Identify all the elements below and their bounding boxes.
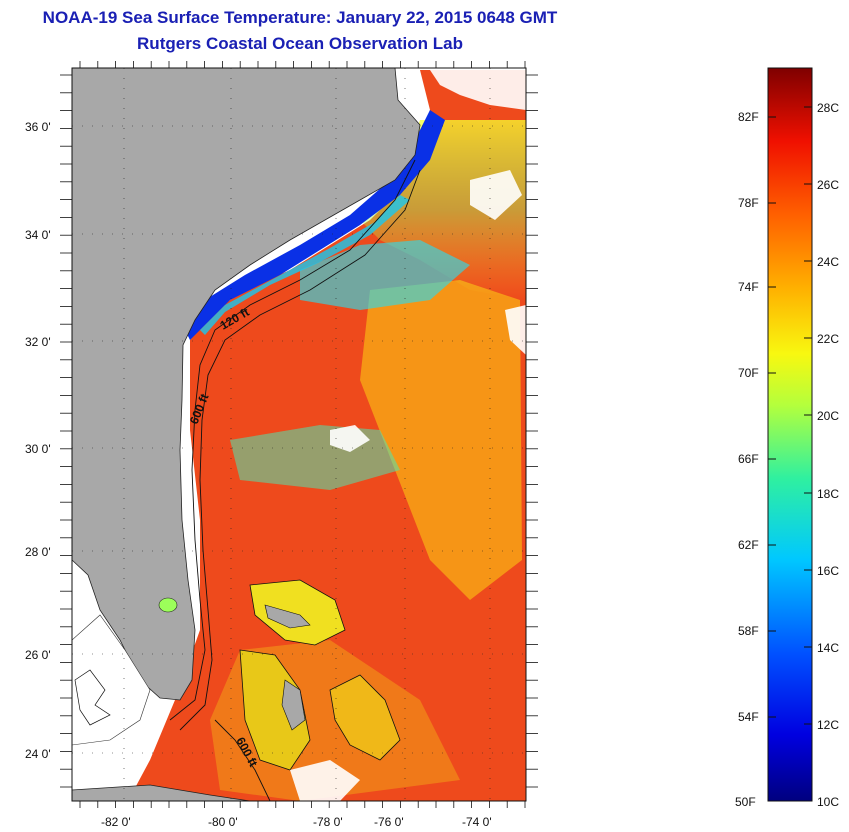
contour-120ft bbox=[169, 159, 416, 721]
ocean-orange-zone bbox=[360, 280, 522, 600]
contour-everglades bbox=[74, 669, 111, 726]
coastal-cyan-strip bbox=[200, 195, 410, 335]
lon-label: -82 0' bbox=[101, 815, 131, 829]
colorbar-label-f: 66F bbox=[738, 452, 759, 466]
colorbar-label-c: 20C bbox=[817, 409, 839, 423]
lat-label: 32 0' bbox=[25, 335, 51, 349]
colorbar-label-c: 16C bbox=[817, 564, 839, 578]
colorbar bbox=[767, 67, 813, 802]
colorbar-label-c: 14C bbox=[817, 641, 839, 655]
colorbar-label-f: 50F bbox=[735, 795, 756, 809]
colorbar-label-f: 54F bbox=[738, 710, 759, 724]
colorbar-label-f: 70F bbox=[738, 366, 759, 380]
lon-label: -78 0' bbox=[313, 815, 343, 829]
lat-label: 30 0' bbox=[25, 442, 51, 456]
coastal-cold-strip bbox=[185, 110, 445, 340]
bahamas-island-grand bbox=[264, 604, 311, 629]
lat-label: 28 0' bbox=[25, 545, 51, 559]
land-cuba bbox=[72, 784, 251, 801]
colorbar-ticks bbox=[768, 106, 812, 725]
colorbar-label-c: 26C bbox=[817, 178, 839, 192]
colorbar-label-c: 12C bbox=[817, 718, 839, 732]
map-frame bbox=[71, 67, 527, 802]
cloud-gaps bbox=[290, 70, 526, 801]
lon-label: -76 0' bbox=[374, 815, 404, 829]
bahamas-bank-east bbox=[329, 674, 401, 761]
everglades-no-data bbox=[72, 614, 151, 746]
colorbar-label-f: 62F bbox=[738, 538, 759, 552]
colorbar-label-f: 82F bbox=[738, 110, 759, 124]
contour-600ft-south bbox=[214, 719, 271, 801]
map-panel bbox=[72, 68, 526, 801]
bahamas-bank-great bbox=[239, 649, 311, 771]
latitude-labels: 36 0' 34 0' 32 0' 30 0' 28 0' 26 0' 24 0… bbox=[25, 120, 51, 761]
subtitle-line: Rutgers Coastal Ocean Observation Lab bbox=[137, 34, 463, 53]
title-line: NOAA-19 Sea Surface Temperature: January… bbox=[42, 8, 558, 27]
colorbar-label-c: 22C bbox=[817, 332, 839, 346]
longitude-labels: -82 0' -80 0' -78 0' -76 0' -74 0' bbox=[101, 815, 492, 829]
map-title: NOAA-19 Sea Surface Temperature: January… bbox=[0, 8, 600, 54]
colorbar-fahrenheit-labels: 82F 78F 74F 70F 66F 62F 58F 54F 50F bbox=[735, 110, 759, 809]
lat-label: 36 0' bbox=[25, 120, 51, 134]
ocean-cyan-patch bbox=[300, 240, 470, 310]
lon-label: -74 0' bbox=[462, 815, 492, 829]
colorbar-label-c: 28C bbox=[817, 101, 839, 115]
bahamas-island-andros bbox=[281, 679, 306, 731]
graticule bbox=[60, 61, 538, 808]
lat-label: 26 0' bbox=[25, 648, 51, 662]
colorbar-label-f: 74F bbox=[738, 280, 759, 294]
colorbar-label-f: 58F bbox=[738, 624, 759, 638]
lat-label: 34 0' bbox=[25, 228, 51, 242]
ocean-cool-band bbox=[360, 120, 526, 300]
colorbar-label-c: 24C bbox=[817, 255, 839, 269]
contour-600ft bbox=[179, 169, 421, 731]
lon-label: -80 0' bbox=[208, 815, 238, 829]
colorbar-label-f: 78F bbox=[738, 196, 759, 210]
colorbar-label-c: 10C bbox=[817, 795, 839, 809]
colorbar-label-c: 18C bbox=[817, 487, 839, 501]
bahamas-bank-north bbox=[249, 579, 346, 646]
colorbar-celsius-labels: 28C 26C 24C 22C 20C 18C 16C 14C 12C 10C bbox=[817, 101, 839, 809]
lat-label: 24 0' bbox=[25, 747, 51, 761]
lake-okeechobee bbox=[158, 597, 178, 613]
